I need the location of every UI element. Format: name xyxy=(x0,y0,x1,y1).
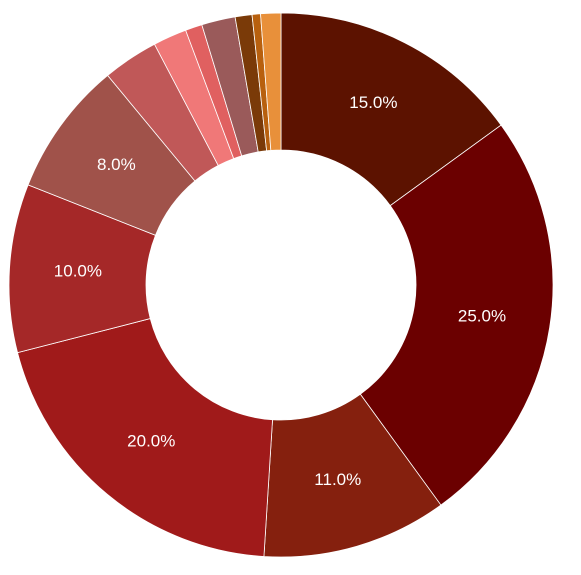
value-label: 11.0% xyxy=(314,470,361,489)
value-label: 20.0% xyxy=(127,431,175,450)
value-label: 8.0% xyxy=(97,155,136,174)
donut-slice xyxy=(260,12,282,151)
value-label: 15.0% xyxy=(349,93,397,112)
value-label: 10.0% xyxy=(54,262,102,281)
donut-slice xyxy=(280,12,502,207)
donut-slice xyxy=(17,318,273,557)
donut-slice xyxy=(359,124,554,506)
value-label: 25.0% xyxy=(458,306,506,325)
